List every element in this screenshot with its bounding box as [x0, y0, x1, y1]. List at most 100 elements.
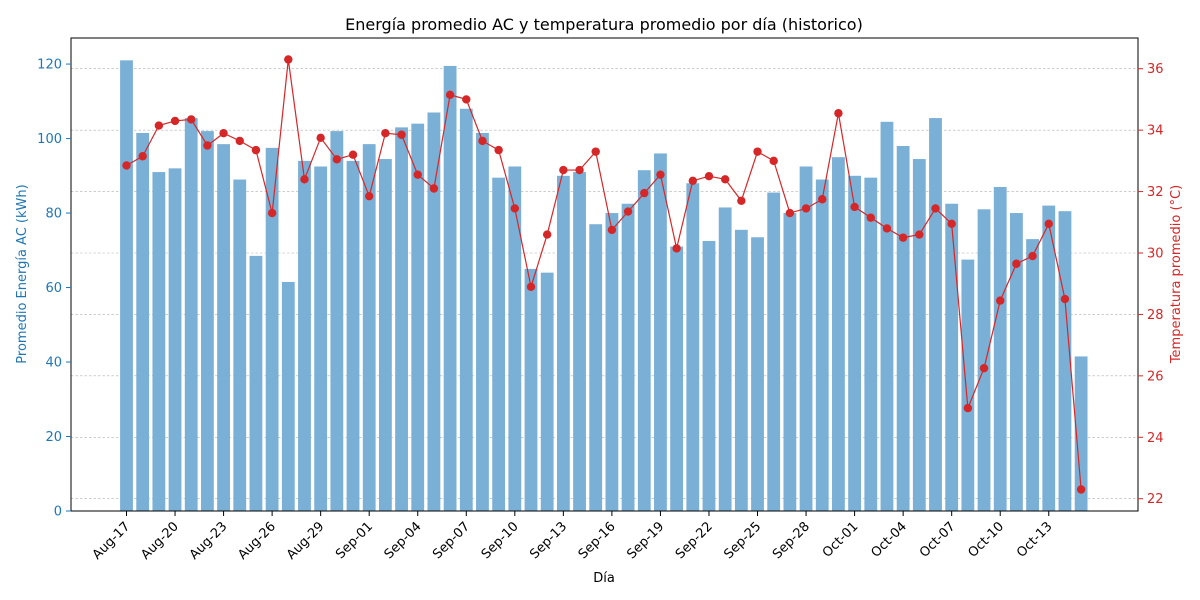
- right-y-tick-label: 36: [1147, 62, 1164, 77]
- temperature-point: [494, 145, 503, 155]
- bar: [492, 177, 506, 512]
- bar: [815, 179, 829, 511]
- right-y-axis-title: Temperatura promedio (°C): [1169, 185, 1184, 364]
- temperature-point: [996, 296, 1005, 305]
- bar: [573, 172, 586, 511]
- temperature-point: [187, 115, 196, 124]
- temperature-point: [866, 213, 875, 222]
- temperature-point: [154, 121, 164, 130]
- temperature-point: [1076, 485, 1086, 494]
- temperature-point: [510, 204, 520, 213]
- bar: [476, 132, 489, 511]
- temperature-point: [413, 170, 422, 179]
- left-y-tick-label: 40: [45, 356, 62, 371]
- bar: [540, 272, 554, 511]
- bar: [1010, 213, 1023, 511]
- bar: [168, 168, 182, 512]
- x-tick-label: Oct-13: [1014, 519, 1056, 561]
- x-tick-label: Sep-28: [770, 519, 813, 562]
- left-y-tick-label: 100: [37, 132, 62, 147]
- x-tick-label: Sep-01: [333, 519, 376, 562]
- bar: [1074, 356, 1088, 511]
- left-y-tick-label: 120: [37, 58, 62, 73]
- right-y-tick-label: 30: [1147, 247, 1164, 262]
- chart-title: Energía promedio AC y temperatura promed…: [345, 15, 863, 34]
- temperature-point: [737, 196, 746, 205]
- bar: [233, 179, 247, 511]
- bar: [281, 281, 295, 511]
- bar: [120, 60, 133, 511]
- bar: [362, 144, 376, 511]
- temperature-point: [672, 244, 681, 253]
- x-tick-label: Sep-16: [576, 519, 619, 562]
- temperature-point: [1012, 259, 1021, 268]
- temperature-point: [219, 129, 228, 138]
- bar: [378, 159, 392, 511]
- left-y-axis: 0 20 40 60 80 100 120: [37, 58, 71, 520]
- temperature-point: [332, 155, 342, 164]
- bar: [298, 160, 311, 511]
- temperature-point: [640, 188, 649, 198]
- x-tick-label: Sep-04: [382, 519, 425, 562]
- x-tick-label: Sep-07: [430, 519, 473, 562]
- right-y-tick-label: 26: [1147, 369, 1164, 384]
- right-y-tick-label: 24: [1147, 431, 1164, 446]
- bar: [459, 108, 473, 511]
- bar: [896, 146, 910, 511]
- bar: [993, 186, 1007, 511]
- bar: [767, 192, 781, 511]
- temperature-point: [526, 282, 536, 291]
- bar: [411, 123, 425, 512]
- temperature-point: [947, 219, 956, 229]
- bar-series: [120, 60, 1088, 512]
- bar: [912, 159, 926, 511]
- temperature-point: [397, 130, 406, 139]
- temperature-point: [931, 204, 940, 213]
- left-y-tick-label: 80: [45, 207, 62, 222]
- bar: [654, 153, 667, 511]
- left-y-tick-label: 20: [45, 430, 62, 445]
- temperature-point: [170, 116, 180, 126]
- temperature-point: [591, 147, 600, 156]
- temperature-point: [478, 136, 487, 146]
- x-tick-label: Sep-22: [673, 519, 716, 562]
- temperature-point: [882, 224, 892, 233]
- bar: [427, 112, 441, 511]
- bar: [524, 268, 538, 511]
- bar: [734, 229, 748, 512]
- right-y-tick-label: 32: [1147, 185, 1164, 200]
- bar: [783, 213, 797, 511]
- temperature-point: [235, 136, 244, 146]
- bar: [249, 255, 263, 511]
- bar: [508, 166, 522, 511]
- temperature-point: [267, 208, 277, 218]
- bar: [977, 209, 991, 512]
- temperature-point: [688, 176, 697, 186]
- temperature-point: [559, 165, 568, 175]
- x-tick-label: Aug-26: [235, 519, 279, 563]
- bar: [330, 131, 344, 511]
- bar: [1042, 205, 1056, 511]
- temperature-point: [850, 202, 859, 212]
- temperature-point: [381, 129, 390, 138]
- line-series: [122, 55, 1086, 494]
- bar: [637, 170, 651, 511]
- temperature-point: [801, 204, 811, 213]
- temperature-point: [1028, 251, 1037, 261]
- bar: [217, 144, 230, 511]
- bar: [832, 157, 845, 512]
- bar: [670, 246, 684, 511]
- bar: [621, 203, 635, 512]
- bar: [152, 172, 166, 511]
- temperature-point: [542, 230, 552, 239]
- x-tick-label: Sep-19: [624, 519, 667, 562]
- temperature-point: [607, 225, 617, 235]
- x-tick-label: Sep-25: [721, 519, 764, 562]
- bar: [799, 166, 813, 511]
- bar: [702, 240, 716, 511]
- x-tick-label: Oct-01: [820, 519, 862, 561]
- left-y-axis-title: Promedio Energía AC (kWh): [15, 184, 30, 363]
- temperature-point: [316, 133, 325, 143]
- bar: [589, 224, 603, 512]
